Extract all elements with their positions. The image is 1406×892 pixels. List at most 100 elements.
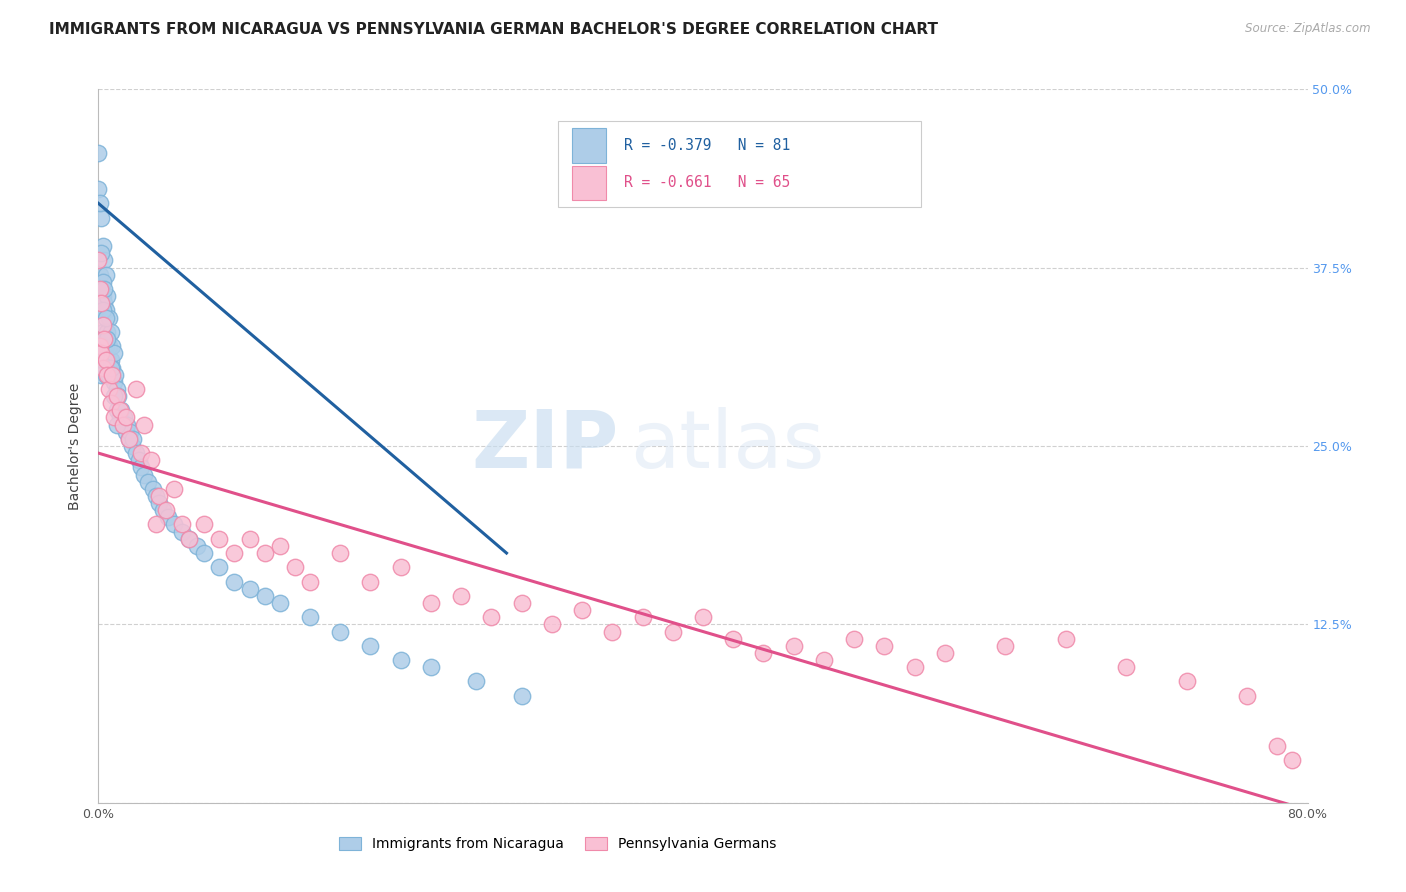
Point xyxy=(481,610,503,624)
Point xyxy=(94,339,117,353)
Point xyxy=(90,296,112,310)
Point xyxy=(89,196,111,211)
Point xyxy=(89,339,111,353)
Point xyxy=(132,417,155,432)
Point xyxy=(253,589,276,603)
Point xyxy=(105,389,128,403)
Point xyxy=(94,303,117,318)
Point xyxy=(844,632,866,646)
Point xyxy=(100,396,122,410)
Point xyxy=(465,674,488,689)
Point xyxy=(208,532,231,546)
Point xyxy=(103,410,125,425)
Point xyxy=(571,603,593,617)
Point xyxy=(170,517,193,532)
FancyBboxPatch shape xyxy=(572,166,606,200)
Text: ZIP: ZIP xyxy=(471,407,619,485)
Point xyxy=(91,360,114,375)
Point xyxy=(136,475,159,489)
Point xyxy=(111,417,134,432)
Point xyxy=(239,582,262,596)
Point xyxy=(100,353,122,368)
Point xyxy=(692,610,714,624)
Point xyxy=(148,489,170,503)
Point xyxy=(269,539,291,553)
Point xyxy=(125,446,148,460)
Point xyxy=(329,546,352,560)
Point xyxy=(93,339,115,353)
Point xyxy=(98,382,121,396)
Point xyxy=(90,368,112,382)
Point xyxy=(122,432,145,446)
Point xyxy=(96,353,118,368)
Point xyxy=(91,239,114,253)
Text: R = -0.379   N = 81: R = -0.379 N = 81 xyxy=(624,138,790,153)
Point xyxy=(114,425,136,439)
Point xyxy=(141,453,163,467)
Point xyxy=(224,574,246,589)
Point xyxy=(118,432,141,446)
Point xyxy=(103,389,125,403)
Point xyxy=(94,268,117,282)
Point xyxy=(94,353,117,368)
Point xyxy=(129,446,152,460)
Point xyxy=(93,332,115,346)
Point xyxy=(91,289,114,303)
Point xyxy=(96,368,118,382)
Point xyxy=(91,353,114,368)
Point xyxy=(90,246,112,260)
Point xyxy=(120,425,142,439)
Text: atlas: atlas xyxy=(630,407,825,485)
Point xyxy=(89,268,111,282)
Point xyxy=(142,482,165,496)
Point xyxy=(163,482,186,496)
Point xyxy=(269,596,291,610)
Point xyxy=(108,410,131,425)
Point xyxy=(91,275,114,289)
Point xyxy=(284,560,307,574)
Point xyxy=(94,310,117,325)
Point xyxy=(89,339,111,353)
Point xyxy=(107,389,129,403)
Point xyxy=(155,503,177,517)
Point xyxy=(904,660,927,674)
Point xyxy=(90,282,112,296)
Point xyxy=(91,325,114,339)
Point xyxy=(105,382,128,396)
Legend: Immigrants from Nicaragua, Pennsylvania Germans: Immigrants from Nicaragua, Pennsylvania … xyxy=(333,831,782,856)
Point xyxy=(101,360,124,375)
Point xyxy=(239,532,262,546)
Point xyxy=(360,639,382,653)
Text: Source: ZipAtlas.com: Source: ZipAtlas.com xyxy=(1246,22,1371,36)
Point xyxy=(152,503,174,517)
Point xyxy=(132,467,155,482)
Point xyxy=(299,574,322,589)
Point xyxy=(87,146,110,161)
Point xyxy=(224,546,246,560)
Point xyxy=(540,617,562,632)
Point xyxy=(179,532,201,546)
Point xyxy=(98,310,121,325)
Point xyxy=(90,211,112,225)
Point xyxy=(103,375,125,389)
Point xyxy=(360,574,382,589)
Point xyxy=(602,624,624,639)
Point xyxy=(96,289,118,303)
Point xyxy=(93,296,115,310)
Point xyxy=(145,517,167,532)
Point xyxy=(93,282,115,296)
Point xyxy=(510,596,533,610)
Point xyxy=(128,453,150,467)
Point xyxy=(105,403,128,417)
Point xyxy=(631,610,654,624)
Point xyxy=(1281,753,1303,767)
Point xyxy=(253,546,276,560)
Point xyxy=(114,410,136,425)
Point xyxy=(125,382,148,396)
Point xyxy=(163,517,186,532)
Point xyxy=(98,368,121,382)
Point xyxy=(96,332,118,346)
Point xyxy=(87,182,110,196)
Point xyxy=(96,325,118,339)
Point xyxy=(389,560,412,574)
